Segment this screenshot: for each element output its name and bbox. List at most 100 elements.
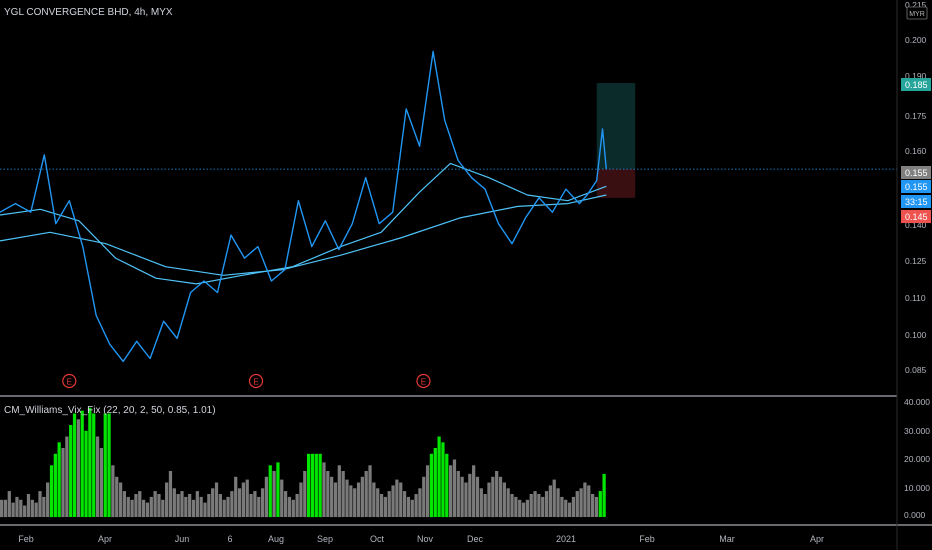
vix-bar (245, 479, 249, 517)
vix-bar (241, 482, 246, 517)
indicator-label[interactable]: CM_Williams_Vix_Fix (22, 20, 2, 50, 0.85… (4, 405, 216, 416)
countdown-tag-bg (901, 195, 931, 208)
vix-bar (437, 436, 441, 517)
vix-bar (472, 465, 476, 518)
earnings-marker[interactable] (62, 373, 77, 389)
vix-bar (483, 494, 487, 517)
vix-bar (211, 488, 215, 518)
vix-bar (587, 485, 591, 517)
last-tag-label: 0.155 (905, 182, 928, 192)
vix-bar (395, 479, 399, 517)
countdown-tag-label: 33:15 (905, 197, 928, 207)
stop-price-tag: 0.145 (901, 210, 931, 223)
vix-bar (445, 453, 449, 518)
vix-bar (195, 491, 199, 517)
vix-bar (537, 494, 541, 517)
vix-bar (49, 465, 54, 518)
vix-bar (602, 473, 606, 517)
vix-bar (349, 485, 353, 517)
vix-bar (379, 494, 384, 517)
vix-bar (222, 499, 226, 518)
vix-bar (145, 502, 150, 517)
vix-bar (353, 488, 357, 518)
time-axis[interactable]: Feb Apr Jun 6 Aug Sep Oct Nov Dec 2021 Feb Mar Apr (18, 534, 824, 544)
vix-bar (168, 471, 173, 517)
price-axis[interactable]: 0.215 0.200 0.190 0.175 0.160 0.140 0.125 0.110… (905, 0, 927, 375)
time-tick-label: Feb (18, 534, 34, 544)
vix-bar (153, 491, 157, 517)
vix-bar (295, 494, 299, 517)
vix-bar (176, 494, 180, 517)
vix-bar (23, 505, 27, 517)
stop-zone[interactable] (596, 169, 636, 198)
vix-bar (272, 471, 276, 517)
vix-bar (391, 485, 395, 517)
time-tick-label: Oct (370, 534, 385, 544)
vix-bar (226, 496, 230, 517)
vix-bar (218, 494, 222, 517)
entry-price-tag: 0.155 (901, 166, 931, 179)
vix-bar (560, 496, 564, 517)
vix-bar (7, 491, 11, 517)
vix-bar (57, 442, 61, 518)
vix-bar (475, 476, 480, 518)
currency-badge-label: MYR (909, 11, 925, 18)
vix-bar (310, 453, 315, 518)
currency-badge[interactable] (906, 6, 928, 20)
vix-bar (161, 499, 165, 518)
symbol-title: YGL CONVERGENCE BHD, 4h, MYX (4, 7, 173, 18)
vix-bar (518, 499, 522, 518)
vix-bar (341, 471, 345, 517)
vix-bar (3, 499, 8, 518)
vix-bar (521, 502, 526, 517)
vix-bar (429, 453, 434, 518)
vix-bar (88, 407, 92, 518)
vix-bar (230, 491, 234, 517)
vix-bar (130, 499, 134, 518)
vix-bar (544, 491, 549, 517)
target-zone[interactable] (596, 83, 636, 170)
vix-bar (138, 491, 142, 517)
vix-bar (19, 499, 23, 518)
vix-bar (460, 476, 464, 518)
vix-bar (498, 476, 503, 518)
earnings-marker[interactable] (248, 373, 264, 389)
vix-bar (46, 482, 50, 517)
vix-bar (387, 491, 391, 517)
vix-bar (571, 496, 576, 517)
vix-bar (65, 436, 69, 517)
earnings-marker[interactable] (416, 373, 431, 389)
vix-bar (345, 479, 349, 517)
time-tick-label: Apr (98, 534, 112, 544)
vix-bar (276, 462, 280, 517)
vix-bar (165, 482, 169, 517)
vix-bar (495, 471, 499, 517)
vix-bar (180, 491, 184, 517)
vix-bar (414, 494, 418, 517)
time-tick-label: Sep (317, 534, 333, 544)
stop-tag-label: 0.145 (905, 212, 928, 222)
vix-bar (157, 494, 161, 517)
vix-bar (583, 482, 587, 517)
vix-bar (564, 499, 568, 518)
vix-bar (399, 482, 403, 517)
vix-bar (303, 471, 307, 517)
vix-bar (103, 413, 107, 517)
vix-bar (149, 496, 153, 517)
vix-bar (525, 499, 529, 518)
vix-bar (172, 488, 176, 518)
entry-tag-bg (901, 166, 931, 179)
vix-bar (38, 491, 42, 517)
vix-bar (383, 496, 387, 517)
vix-bar (422, 476, 426, 518)
vix-bar (253, 491, 257, 517)
vix-bar (287, 496, 292, 517)
indicator-axis[interactable]: 40.000 30.000 20.000 10.000 0.000 (904, 397, 930, 520)
vix-bar (141, 499, 146, 518)
ma-slow-line (0, 194, 607, 276)
time-tick-label: 6 (227, 534, 232, 544)
indicator-tick-label: 30.000 (904, 426, 930, 436)
time-tick-label: Dec (467, 534, 484, 544)
